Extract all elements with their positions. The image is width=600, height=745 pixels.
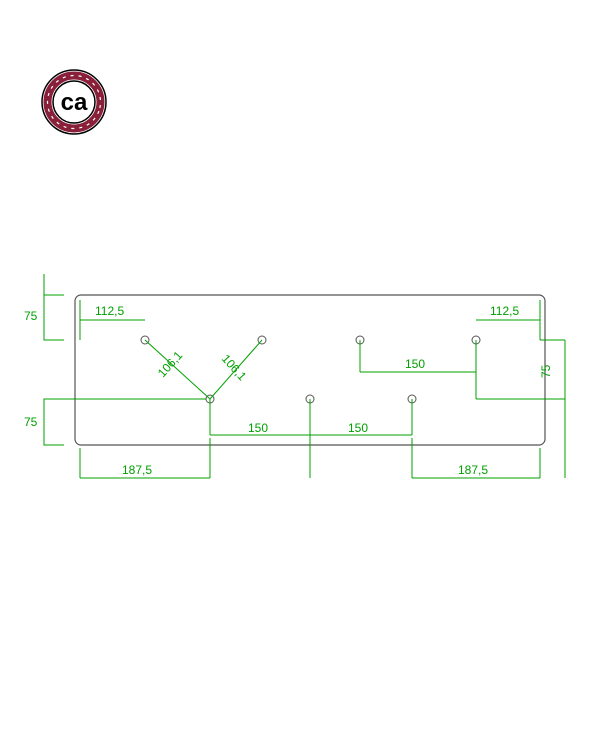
dimlabel-lbl-112-r: 112,5 — [490, 304, 519, 318]
dimlabel-lbl-150-a: 150 — [248, 421, 268, 435]
dimlabel-lbl-75-tl: 75 — [24, 309, 38, 323]
dimlabel-lbl-75-bl: 75 — [24, 415, 38, 429]
dimline-bot-75 — [44, 399, 64, 445]
dimlabel-lbl-106-r: 106,1 — [219, 352, 250, 384]
dimlabel-lbl-150-b: 150 — [348, 421, 368, 435]
root: ca 7575112,5112,5106,1106,11501501507518… — [0, 0, 600, 745]
dimlabel-lbl-150-top: 150 — [405, 357, 425, 371]
dimlabel-lbl-187-r: 187,5 — [458, 463, 488, 477]
dimlabel-lbl-112-l: 112,5 — [95, 304, 124, 318]
dimlabel-lbl-187-l: 187,5 — [122, 463, 152, 477]
dimlabel-lbl-75-r: 75 — [539, 364, 553, 378]
dimension-diagram: 7575112,5112,5106,1106,115015015075187,5… — [0, 0, 600, 745]
dimline-top-75 — [44, 295, 64, 340]
